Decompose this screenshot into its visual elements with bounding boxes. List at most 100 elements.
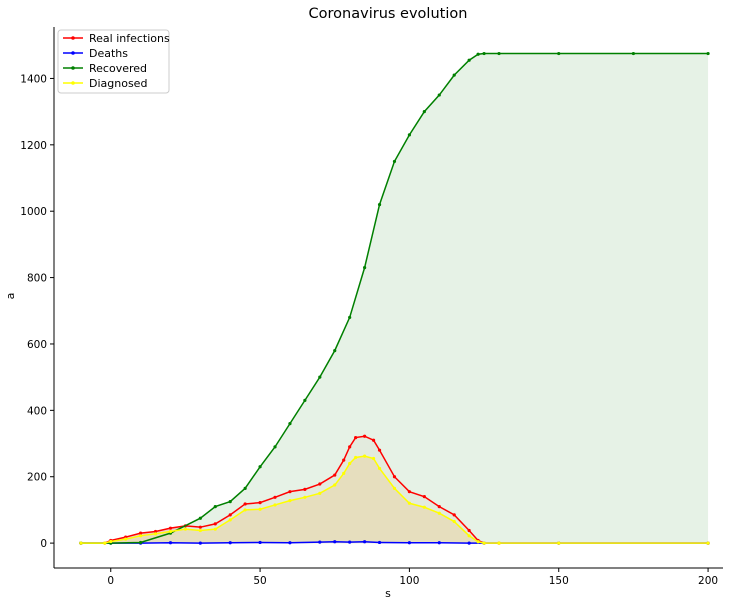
data-point bbox=[348, 445, 352, 449]
data-point bbox=[303, 487, 307, 491]
data-point bbox=[377, 466, 382, 471]
y-axis-label: a bbox=[4, 293, 17, 300]
series-fills bbox=[80, 53, 709, 544]
data-point bbox=[354, 435, 358, 440]
data-point bbox=[168, 526, 173, 530]
legend-label-1: Deaths bbox=[89, 47, 128, 60]
data-point bbox=[407, 490, 412, 494]
data-point bbox=[213, 527, 217, 531]
data-point bbox=[363, 540, 367, 544]
data-point bbox=[213, 504, 217, 509]
legend-box bbox=[57, 29, 170, 94]
data-point bbox=[168, 529, 173, 534]
y-tick-label: 1200 bbox=[20, 140, 47, 152]
x-tick-label: 100 bbox=[399, 575, 419, 587]
x-axis-label: s bbox=[385, 587, 391, 600]
data-point bbox=[407, 501, 412, 505]
data-point bbox=[557, 541, 561, 545]
data-point bbox=[482, 541, 486, 545]
data-point bbox=[243, 486, 247, 490]
legend-label-0: Real infections bbox=[89, 32, 170, 45]
data-point bbox=[198, 541, 202, 545]
data-point bbox=[497, 51, 501, 56]
data-point bbox=[258, 507, 262, 511]
data-point bbox=[109, 539, 113, 544]
series-2 bbox=[79, 51, 710, 545]
legend-label-3: Diagnosed bbox=[89, 77, 147, 90]
data-point bbox=[392, 475, 397, 479]
data-point bbox=[333, 473, 337, 477]
data-point bbox=[371, 456, 376, 461]
data-point bbox=[422, 110, 426, 114]
data-point bbox=[354, 455, 358, 460]
x-tick-label: 0 bbox=[107, 575, 114, 587]
data-point bbox=[198, 516, 202, 520]
data-point bbox=[631, 51, 636, 56]
data-point bbox=[139, 534, 143, 538]
data-point bbox=[377, 202, 382, 207]
data-point bbox=[363, 454, 367, 458]
data-point bbox=[467, 534, 471, 538]
data-point bbox=[348, 315, 352, 320]
data-point bbox=[452, 73, 456, 77]
data-point bbox=[437, 511, 441, 515]
data-point bbox=[706, 541, 710, 545]
legend-marker-3 bbox=[71, 81, 75, 85]
data-point bbox=[318, 375, 322, 379]
data-point bbox=[467, 58, 471, 62]
data-point bbox=[258, 540, 262, 545]
axes: 0 50 100 150 200 0 200 400 600 800 1000 1200 1400 bbox=[20, 27, 723, 587]
data-point bbox=[333, 349, 337, 353]
data-point bbox=[342, 471, 346, 476]
data-point bbox=[497, 541, 501, 545]
data-point bbox=[476, 52, 480, 56]
data-point bbox=[288, 541, 292, 545]
data-point bbox=[422, 505, 426, 509]
data-point bbox=[422, 495, 426, 499]
data-point bbox=[198, 528, 202, 533]
x-tick-label: 200 bbox=[698, 575, 718, 587]
data-point bbox=[273, 495, 277, 499]
data-point bbox=[377, 448, 382, 452]
legend-marker-1 bbox=[71, 51, 75, 55]
data-point bbox=[407, 133, 412, 137]
y-tick-label: 1000 bbox=[20, 206, 47, 218]
legend-marker-0 bbox=[71, 36, 75, 40]
data-point bbox=[318, 540, 322, 544]
series-fill-3 bbox=[80, 456, 709, 544]
y-tick-label: 1400 bbox=[20, 73, 47, 85]
data-point bbox=[377, 540, 382, 545]
data-point bbox=[476, 540, 480, 544]
data-point bbox=[371, 438, 376, 442]
data-point bbox=[213, 522, 217, 526]
data-point bbox=[467, 541, 471, 545]
data-point bbox=[79, 541, 83, 545]
series-1 bbox=[79, 540, 710, 545]
data-point bbox=[467, 528, 471, 533]
y-tick-label: 200 bbox=[27, 472, 47, 484]
data-point bbox=[303, 495, 307, 499]
data-point bbox=[482, 51, 486, 56]
series-3 bbox=[79, 454, 710, 545]
data-point bbox=[392, 159, 397, 164]
data-point bbox=[183, 527, 188, 531]
data-point bbox=[342, 458, 346, 462]
legend-marker-2 bbox=[71, 66, 75, 70]
data-point bbox=[288, 490, 292, 494]
data-point bbox=[124, 537, 128, 541]
data-point bbox=[198, 525, 202, 529]
series-lines bbox=[79, 51, 710, 545]
y-tick-label: 800 bbox=[27, 273, 47, 285]
data-point bbox=[103, 541, 107, 545]
data-point bbox=[437, 504, 441, 509]
data-point bbox=[139, 531, 143, 535]
y-tick-label: 600 bbox=[27, 339, 47, 351]
legend: Real infections Deaths Recovered Diagnosed bbox=[57, 29, 170, 94]
data-point bbox=[288, 499, 292, 503]
data-point bbox=[273, 445, 277, 449]
data-point bbox=[363, 266, 367, 270]
data-point bbox=[348, 461, 352, 466]
chart-title: Coronavirus evolution bbox=[309, 6, 468, 22]
data-point bbox=[153, 529, 158, 534]
